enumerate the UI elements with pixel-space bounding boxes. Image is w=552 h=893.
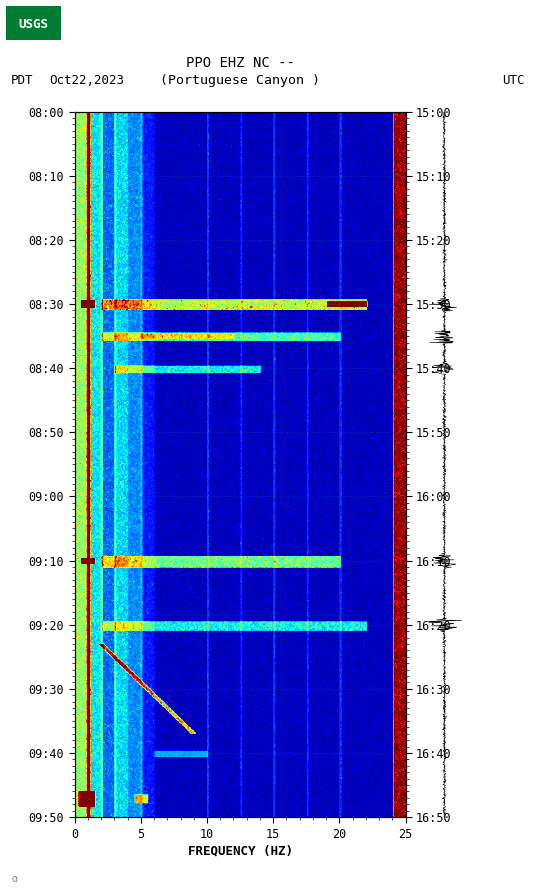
X-axis label: FREQUENCY (HZ): FREQUENCY (HZ) bbox=[188, 845, 293, 857]
Text: Oct22,2023: Oct22,2023 bbox=[50, 74, 125, 87]
Text: USGS: USGS bbox=[18, 19, 48, 31]
Text: PDT: PDT bbox=[11, 74, 34, 87]
Text: UTC: UTC bbox=[502, 74, 524, 87]
Text: α: α bbox=[11, 874, 18, 884]
Text: PPO EHZ NC --: PPO EHZ NC -- bbox=[185, 55, 295, 70]
Text: (Portuguese Canyon ): (Portuguese Canyon ) bbox=[160, 74, 320, 87]
